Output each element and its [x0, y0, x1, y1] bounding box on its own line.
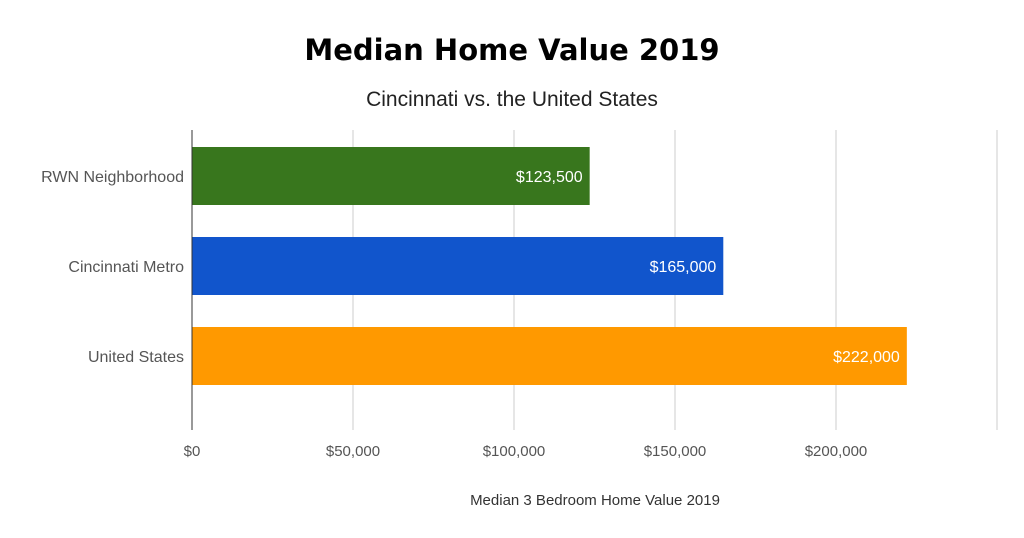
bar [192, 147, 590, 205]
x-tick-label: $150,000 [644, 443, 707, 460]
data-label: $165,000 [650, 259, 717, 276]
x-tick-label: $200,000 [805, 443, 868, 460]
x-axis-title: Median 3 Bedroom Home Value 2019 [470, 492, 720, 509]
bar [192, 327, 907, 385]
bar [192, 237, 724, 295]
x-tick-labels: $0 $50,000 $100,000 $150,000 $200,000 [184, 443, 868, 460]
category-label: RWN Neighborhood [41, 169, 184, 186]
chart-title: Median Home Value 2019 [304, 33, 719, 67]
x-tick-label: $50,000 [326, 443, 380, 460]
x-tick-label: $100,000 [483, 443, 546, 460]
x-tick-label: $0 [184, 443, 201, 460]
chart-subtitle: Cincinnati vs. the United States [366, 88, 658, 111]
category-label: United States [88, 349, 184, 366]
category-label: Cincinnati Metro [68, 259, 184, 276]
data-label: $123,500 [516, 169, 583, 186]
data-label: $222,000 [833, 349, 900, 366]
bars: $123,500 $165,000 $222,000 [192, 147, 907, 385]
category-labels: RWN Neighborhood Cincinnati Metro United S… [41, 169, 184, 366]
